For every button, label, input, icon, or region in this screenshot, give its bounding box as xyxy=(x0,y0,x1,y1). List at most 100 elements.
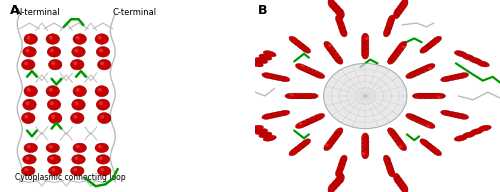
Ellipse shape xyxy=(99,49,103,52)
Ellipse shape xyxy=(303,120,307,123)
Ellipse shape xyxy=(95,86,108,97)
Ellipse shape xyxy=(333,50,337,54)
Ellipse shape xyxy=(336,15,343,24)
Ellipse shape xyxy=(362,48,369,59)
Ellipse shape xyxy=(293,39,303,47)
Ellipse shape xyxy=(340,155,347,165)
Ellipse shape xyxy=(426,125,430,128)
Ellipse shape xyxy=(331,51,340,61)
Ellipse shape xyxy=(48,47,60,57)
Ellipse shape xyxy=(329,134,338,144)
Ellipse shape xyxy=(428,67,432,70)
Ellipse shape xyxy=(70,113,84,124)
Ellipse shape xyxy=(300,93,304,96)
Ellipse shape xyxy=(336,54,340,57)
Ellipse shape xyxy=(99,156,103,160)
Ellipse shape xyxy=(50,49,54,52)
Ellipse shape xyxy=(334,177,342,187)
Ellipse shape xyxy=(395,138,404,147)
Ellipse shape xyxy=(305,66,309,69)
Ellipse shape xyxy=(338,23,345,33)
Ellipse shape xyxy=(384,155,390,165)
Ellipse shape xyxy=(312,71,324,79)
Ellipse shape xyxy=(420,71,424,74)
Ellipse shape xyxy=(406,71,418,79)
Ellipse shape xyxy=(325,144,328,147)
Ellipse shape xyxy=(462,132,475,138)
Ellipse shape xyxy=(337,8,344,19)
Ellipse shape xyxy=(440,76,452,82)
Ellipse shape xyxy=(427,96,431,99)
Ellipse shape xyxy=(427,93,440,99)
Ellipse shape xyxy=(394,138,398,142)
Ellipse shape xyxy=(362,148,369,159)
Ellipse shape xyxy=(310,93,314,96)
Ellipse shape xyxy=(388,168,395,177)
Text: N-terminal: N-terminal xyxy=(15,8,60,17)
Ellipse shape xyxy=(72,155,85,164)
Ellipse shape xyxy=(250,61,264,67)
Ellipse shape xyxy=(388,132,392,135)
Ellipse shape xyxy=(48,99,60,110)
Ellipse shape xyxy=(297,42,306,50)
Ellipse shape xyxy=(334,130,338,133)
Ellipse shape xyxy=(362,45,369,55)
Ellipse shape xyxy=(423,121,435,128)
Ellipse shape xyxy=(100,168,104,171)
Ellipse shape xyxy=(338,159,345,169)
Ellipse shape xyxy=(424,42,434,50)
Ellipse shape xyxy=(394,8,400,19)
Ellipse shape xyxy=(72,47,85,57)
Ellipse shape xyxy=(385,23,392,33)
Ellipse shape xyxy=(300,119,312,127)
Ellipse shape xyxy=(410,115,422,123)
Ellipse shape xyxy=(72,99,85,110)
Ellipse shape xyxy=(26,49,30,52)
Ellipse shape xyxy=(362,137,365,140)
Ellipse shape xyxy=(388,128,397,137)
Ellipse shape xyxy=(76,88,80,92)
Ellipse shape xyxy=(300,45,310,53)
Ellipse shape xyxy=(398,145,402,148)
Ellipse shape xyxy=(48,113,62,124)
Ellipse shape xyxy=(410,69,422,77)
Ellipse shape xyxy=(23,47,36,57)
Ellipse shape xyxy=(307,118,311,121)
Ellipse shape xyxy=(470,129,484,134)
Ellipse shape xyxy=(366,52,369,55)
Text: C-terminal: C-terminal xyxy=(113,8,157,17)
Ellipse shape xyxy=(420,45,430,53)
Ellipse shape xyxy=(446,111,458,117)
Ellipse shape xyxy=(22,113,35,124)
Ellipse shape xyxy=(318,72,322,75)
Ellipse shape xyxy=(304,117,316,125)
Ellipse shape xyxy=(362,148,365,151)
Ellipse shape xyxy=(362,133,369,144)
Ellipse shape xyxy=(48,155,60,164)
Ellipse shape xyxy=(98,59,111,70)
Ellipse shape xyxy=(326,45,336,54)
Ellipse shape xyxy=(334,128,343,137)
Ellipse shape xyxy=(50,156,54,160)
Ellipse shape xyxy=(254,129,268,134)
Ellipse shape xyxy=(391,135,395,138)
Ellipse shape xyxy=(74,101,78,105)
Ellipse shape xyxy=(362,144,369,155)
Ellipse shape xyxy=(262,73,274,78)
Ellipse shape xyxy=(402,45,406,48)
Ellipse shape xyxy=(432,96,436,99)
Ellipse shape xyxy=(304,67,316,75)
Ellipse shape xyxy=(386,19,394,29)
Ellipse shape xyxy=(73,86,86,97)
Ellipse shape xyxy=(26,88,30,92)
Circle shape xyxy=(324,63,407,129)
Ellipse shape xyxy=(456,73,468,78)
Ellipse shape xyxy=(432,93,446,99)
Ellipse shape xyxy=(76,145,80,148)
Ellipse shape xyxy=(362,141,365,144)
Ellipse shape xyxy=(272,75,284,81)
Ellipse shape xyxy=(96,47,110,57)
Ellipse shape xyxy=(26,156,30,160)
Ellipse shape xyxy=(366,41,369,44)
Ellipse shape xyxy=(331,131,340,141)
